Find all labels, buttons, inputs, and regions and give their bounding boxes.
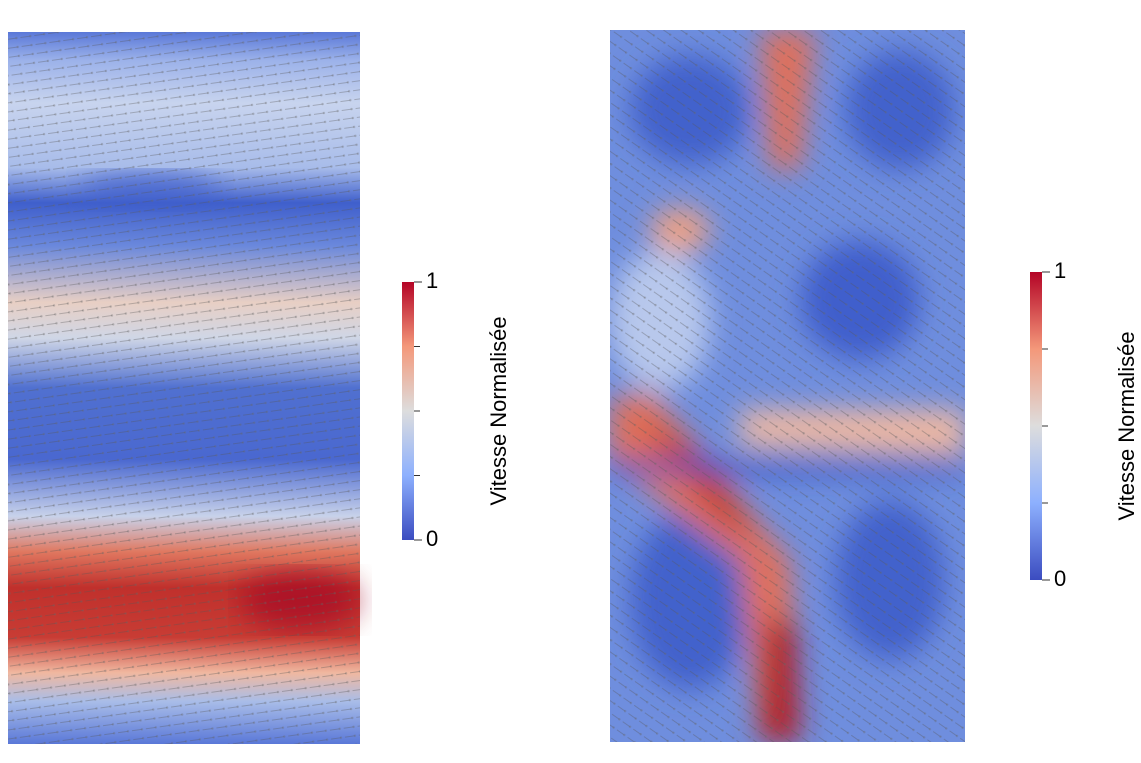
colorbar: 0 1 Vitesse Normalisée [402, 268, 511, 551]
tick-label: 1 [426, 268, 438, 293]
right-field [610, 30, 965, 742]
left-field [8, 32, 360, 744]
colorbar: 0 1 Vitesse Normalisée [1030, 258, 1139, 591]
colorbar-title: Vitesse Normalisée [1114, 331, 1139, 520]
colorbar-gradient [1030, 272, 1042, 580]
tick-label: 0 [426, 526, 438, 551]
tick-label: 0 [1054, 566, 1066, 591]
colorbar-title: Vitesse Normalisée [486, 316, 511, 505]
colorbar-gradient [402, 282, 414, 540]
tick-label: 1 [1054, 258, 1066, 283]
